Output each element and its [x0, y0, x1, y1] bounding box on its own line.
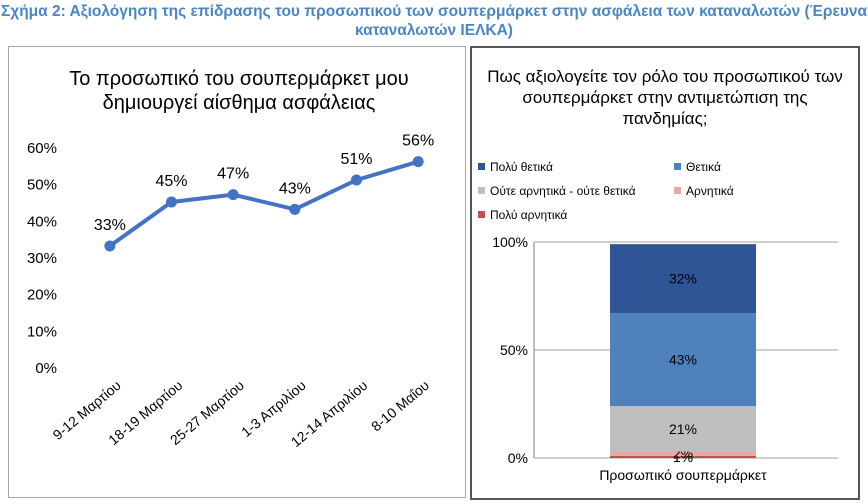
data-label: 33%: [94, 217, 126, 234]
bar-segment-label: 43%: [669, 352, 697, 368]
line-chart-panel: Το προσωπικό του σουπερμάρκετ μου δημιου…: [8, 46, 466, 498]
data-label: 45%: [155, 173, 187, 190]
data-label: 43%: [279, 180, 311, 197]
legend-item: Πολύ θετικά: [478, 160, 553, 174]
legend-item: Θετικά: [674, 160, 721, 174]
legend-swatch: [478, 211, 485, 219]
stacked-bar-panel: Πως αξιολογείτε τον ρόλο του προσωπικού …: [470, 46, 860, 500]
legend-item: Ούτε αρνητικά - ούτε θετικά: [478, 184, 636, 198]
data-point: [412, 156, 424, 168]
y-tick-label: 0%: [35, 360, 57, 377]
legend-item: Αρνητικά: [674, 184, 734, 198]
y-tick-label: 50%: [500, 342, 528, 358]
bar-segment: [610, 451, 756, 456]
data-point: [289, 203, 301, 215]
legend-label: Ούτε αρνητικά - ούτε θετικά: [490, 184, 636, 198]
data-point: [351, 174, 362, 186]
x-tick-label: Προσωπικό σουπερμάρκετ: [599, 467, 767, 483]
bar-segment-label: 32%: [669, 271, 697, 287]
legend-swatch: [674, 187, 681, 195]
x-tick-label: 8-10 Μαΐου: [368, 377, 432, 434]
legend-label: Αρνητικά: [686, 184, 734, 198]
figure-title: Σχήμα 2: Αξιολόγηση της επίδρασης του πρ…: [0, 3, 867, 39]
data-label: 47%: [217, 166, 249, 183]
data-point: [166, 196, 177, 208]
line-chart-title: Το προσωπικό του σουπερμάρκετ μου δημιου…: [69, 68, 409, 114]
legend-item: Πολύ αρνητικά: [478, 208, 567, 222]
legend-swatch: [478, 187, 485, 195]
y-tick-label: 40%: [27, 213, 57, 230]
bar-segment: [610, 455, 756, 458]
series-line: [108, 159, 419, 248]
bar-segment: [610, 406, 756, 452]
y-tick-label: 100%: [492, 234, 528, 250]
legend-label: Πολύ θετικά: [490, 160, 553, 174]
y-tick-label: 30%: [27, 250, 57, 267]
bar-segment: [610, 244, 756, 314]
y-tick-label: 20%: [27, 287, 57, 304]
legend-swatch: [674, 163, 681, 171]
y-tick-label: 60%: [27, 140, 57, 157]
y-tick-label: 10%: [27, 323, 57, 340]
line-chart: 0%10%20%30%40%50%60%33%45% 47%43%51%56%9-…: [27, 133, 434, 450]
stacked-bar-chart: 0%50%100%1%2%21%43%32%Προσωπικό σουπερμά…: [492, 234, 838, 483]
bar-segment: [610, 313, 756, 407]
y-tick-label: 50%: [27, 177, 57, 194]
legend-swatch: [478, 163, 485, 171]
data-label: 51%: [340, 151, 372, 168]
stacked-bar-title: Πως αξιολογείτε τον ρόλο του προσωπικού …: [487, 67, 843, 128]
data-label: 56%: [402, 133, 434, 150]
legend-label: Πολύ αρνητικά: [490, 208, 568, 222]
data-point: [227, 189, 239, 201]
legend-label: Θετικά: [686, 160, 721, 174]
data-point: [104, 240, 116, 252]
bar-segment-label: 21%: [669, 421, 697, 437]
y-tick-label: 0%: [508, 450, 528, 466]
